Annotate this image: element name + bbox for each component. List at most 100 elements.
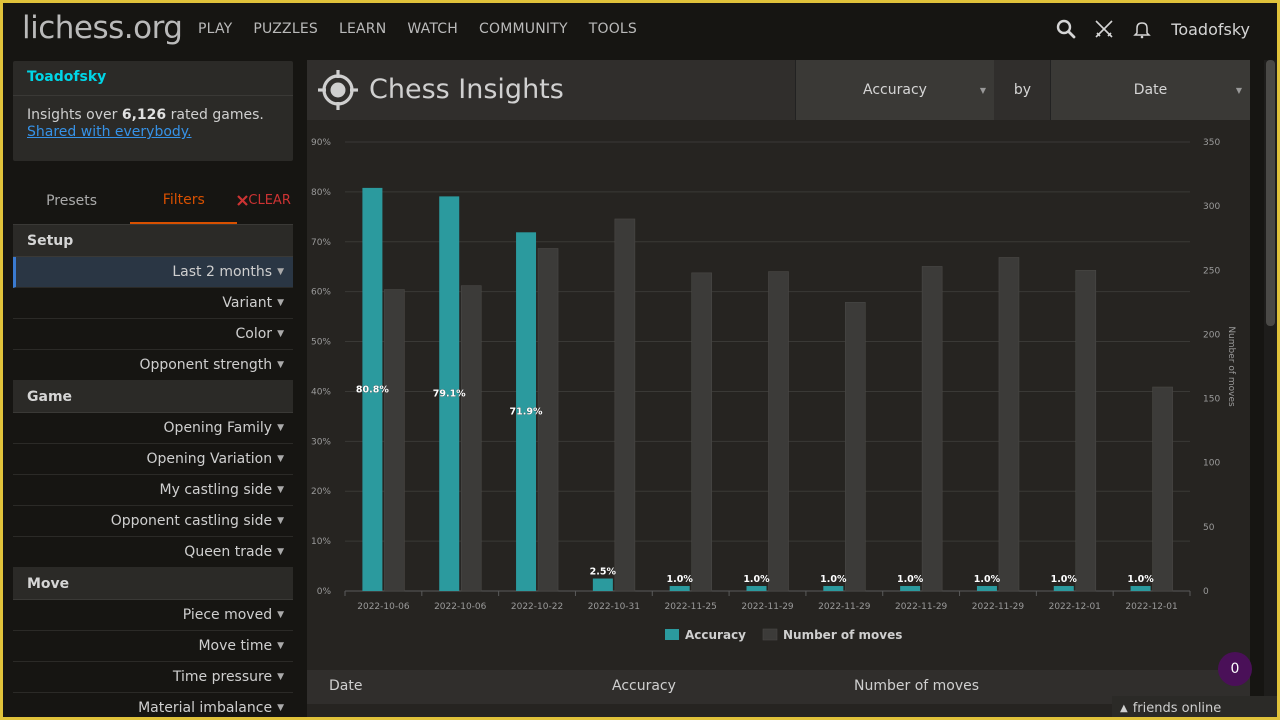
y-tick-right: 100 bbox=[1203, 459, 1220, 469]
filter-label: Move time bbox=[198, 638, 273, 654]
y-tick-left: 30% bbox=[311, 437, 331, 447]
chevron-down-icon: ▼ bbox=[277, 267, 284, 277]
y-tick-left: 80% bbox=[311, 188, 331, 198]
nav-play[interactable]: PLAY bbox=[198, 21, 233, 37]
section-game: Game bbox=[13, 381, 293, 413]
section-setup: Setup bbox=[13, 225, 293, 257]
insights-sidebar: Toadofsky Insights over 6,126 rated game… bbox=[13, 61, 293, 720]
clear-filters-button[interactable]: CLEAR bbox=[237, 177, 293, 224]
site-logo[interactable]: lichess.org bbox=[22, 10, 183, 46]
nav-community[interactable]: COMMUNITY bbox=[479, 21, 568, 37]
nav-tools[interactable]: TOOLS bbox=[588, 21, 638, 37]
y-tick-left: 60% bbox=[311, 288, 331, 298]
bar-moves bbox=[1152, 386, 1173, 592]
x-tick-label: 2022-10-31 bbox=[588, 602, 640, 612]
filter-queen-trade[interactable]: Queen trade ▼ bbox=[13, 537, 293, 568]
filter-label: Opponent castling side bbox=[110, 513, 273, 529]
filter-label: My castling side bbox=[159, 482, 273, 498]
page-scrollbar[interactable] bbox=[1264, 60, 1277, 717]
y-tick-right: 300 bbox=[1203, 202, 1220, 212]
filter-opponent-strength[interactable]: Opponent strength ▼ bbox=[13, 350, 293, 381]
main-menu: PLAY PUZZLES LEARN WATCH COMMUNITY TOOLS bbox=[198, 21, 658, 37]
bar-accuracy bbox=[1053, 586, 1074, 591]
bell-icon[interactable] bbox=[1131, 18, 1153, 40]
metric-select[interactable]: Accuracy ▼ bbox=[795, 60, 994, 120]
x-tick-label: 2022-11-25 bbox=[665, 602, 717, 612]
tab-filters[interactable]: Filters bbox=[130, 177, 238, 224]
bar-accuracy bbox=[669, 586, 690, 591]
chevron-down-icon: ▼ bbox=[979, 85, 986, 95]
page-title: Chess Insights bbox=[369, 74, 564, 105]
friends-label: friends online bbox=[1132, 700, 1222, 716]
filter-opponent-castling[interactable]: Opponent castling side ▼ bbox=[13, 506, 293, 537]
filter-label: Piece moved bbox=[182, 607, 273, 623]
friends-online-toggle[interactable]: ▲ friends online bbox=[1112, 696, 1277, 720]
user-info-box: Toadofsky Insights over 6,126 rated game… bbox=[13, 61, 293, 161]
bar-moves bbox=[921, 266, 943, 592]
filter-color[interactable]: Color ▼ bbox=[13, 319, 293, 350]
y-tick-right: 350 bbox=[1203, 138, 1220, 148]
nav-learn[interactable]: LEARN bbox=[338, 21, 387, 37]
data-label-accuracy: 1.0% bbox=[743, 574, 770, 585]
data-label-accuracy: 1.0% bbox=[897, 574, 924, 585]
y-tick-left: 20% bbox=[311, 487, 331, 497]
insights-header: Chess Insights Accuracy ▼ by Date ▼ bbox=[307, 60, 1250, 120]
data-label-accuracy: 2.5% bbox=[590, 567, 617, 578]
filter-period[interactable]: Last 2 months ▼ bbox=[13, 257, 293, 288]
bar-accuracy bbox=[976, 586, 997, 591]
legend-swatch-moves bbox=[762, 628, 778, 641]
x-tick-label: 2022-12-01 bbox=[1125, 602, 1177, 612]
bar-accuracy bbox=[746, 586, 767, 591]
profile-username[interactable]: Toadofsky bbox=[27, 69, 107, 85]
share-link[interactable]: Shared with everybody. bbox=[27, 124, 192, 140]
swords-icon[interactable] bbox=[1093, 18, 1115, 40]
filter-piece-moved[interactable]: Piece moved ▼ bbox=[13, 600, 293, 631]
filter-opening-variation[interactable]: Opening Variation ▼ bbox=[13, 444, 293, 475]
filter-label: Last 2 months bbox=[172, 264, 273, 280]
column-accuracy[interactable]: Accuracy bbox=[612, 678, 676, 694]
filter-label: Time pressure bbox=[172, 669, 273, 685]
chevron-down-icon: ▼ bbox=[277, 423, 284, 433]
x-tick-label: 2022-10-06 bbox=[434, 602, 487, 612]
bar-accuracy bbox=[592, 578, 613, 591]
chevron-down-icon: ▼ bbox=[1235, 85, 1242, 95]
filter-opening-family[interactable]: Opening Family ▼ bbox=[13, 413, 293, 444]
data-table-header: Date Accuracy Number of moves bbox=[307, 670, 1250, 704]
scrollbar-thumb[interactable] bbox=[1266, 60, 1275, 326]
data-label-accuracy: 1.0% bbox=[974, 574, 1001, 585]
nav-watch[interactable]: WATCH bbox=[407, 21, 459, 37]
user-menu[interactable]: Toadofsky bbox=[1171, 19, 1250, 39]
chevron-down-icon: ▼ bbox=[277, 485, 284, 495]
y-tick-right: 0 bbox=[1203, 587, 1209, 597]
chevron-down-icon: ▼ bbox=[277, 672, 284, 682]
filter-move-time[interactable]: Move time ▼ bbox=[13, 631, 293, 662]
insights-prefix: Insights over bbox=[27, 107, 122, 123]
x-tick-label: 2022-11-29 bbox=[972, 602, 1025, 612]
y-axis-label-right: Number of moves bbox=[1226, 326, 1236, 407]
bar-moves bbox=[384, 289, 405, 592]
chevron-down-icon: ▼ bbox=[277, 454, 284, 464]
chevron-down-icon: ▼ bbox=[277, 703, 284, 713]
nav-puzzles[interactable]: PUZZLES bbox=[253, 21, 318, 37]
search-icon[interactable] bbox=[1055, 18, 1077, 40]
bar-moves bbox=[845, 302, 866, 592]
x-tick-label: 2022-10-06 bbox=[357, 602, 410, 612]
filter-time-pressure[interactable]: Time pressure ▼ bbox=[13, 662, 293, 693]
dimension-value: Date bbox=[1133, 82, 1168, 98]
data-label-accuracy: 1.0% bbox=[1051, 574, 1078, 585]
x-tick-label: 2022-11-29 bbox=[895, 602, 948, 612]
bar-moves bbox=[537, 248, 559, 592]
filter-material-imbalance[interactable]: Material imbalance ▼ bbox=[13, 693, 293, 720]
filter-variant[interactable]: Variant ▼ bbox=[13, 288, 293, 319]
friends-count-badge[interactable]: 0 bbox=[1218, 652, 1252, 686]
y-tick-left: 50% bbox=[311, 338, 331, 348]
filter-my-castling[interactable]: My castling side ▼ bbox=[13, 475, 293, 506]
column-moves[interactable]: Number of moves bbox=[854, 678, 980, 694]
column-date[interactable]: Date bbox=[329, 678, 363, 694]
dimension-select[interactable]: Date ▼ bbox=[1050, 60, 1250, 120]
data-label-accuracy: 1.0% bbox=[667, 574, 694, 585]
chevron-down-icon: ▼ bbox=[277, 360, 284, 370]
metric-value: Accuracy bbox=[863, 82, 927, 98]
insights-main: Chess Insights Accuracy ▼ by Date ▼ 0% 10% 2… bbox=[307, 60, 1250, 720]
tab-presets[interactable]: Presets bbox=[46, 192, 98, 209]
